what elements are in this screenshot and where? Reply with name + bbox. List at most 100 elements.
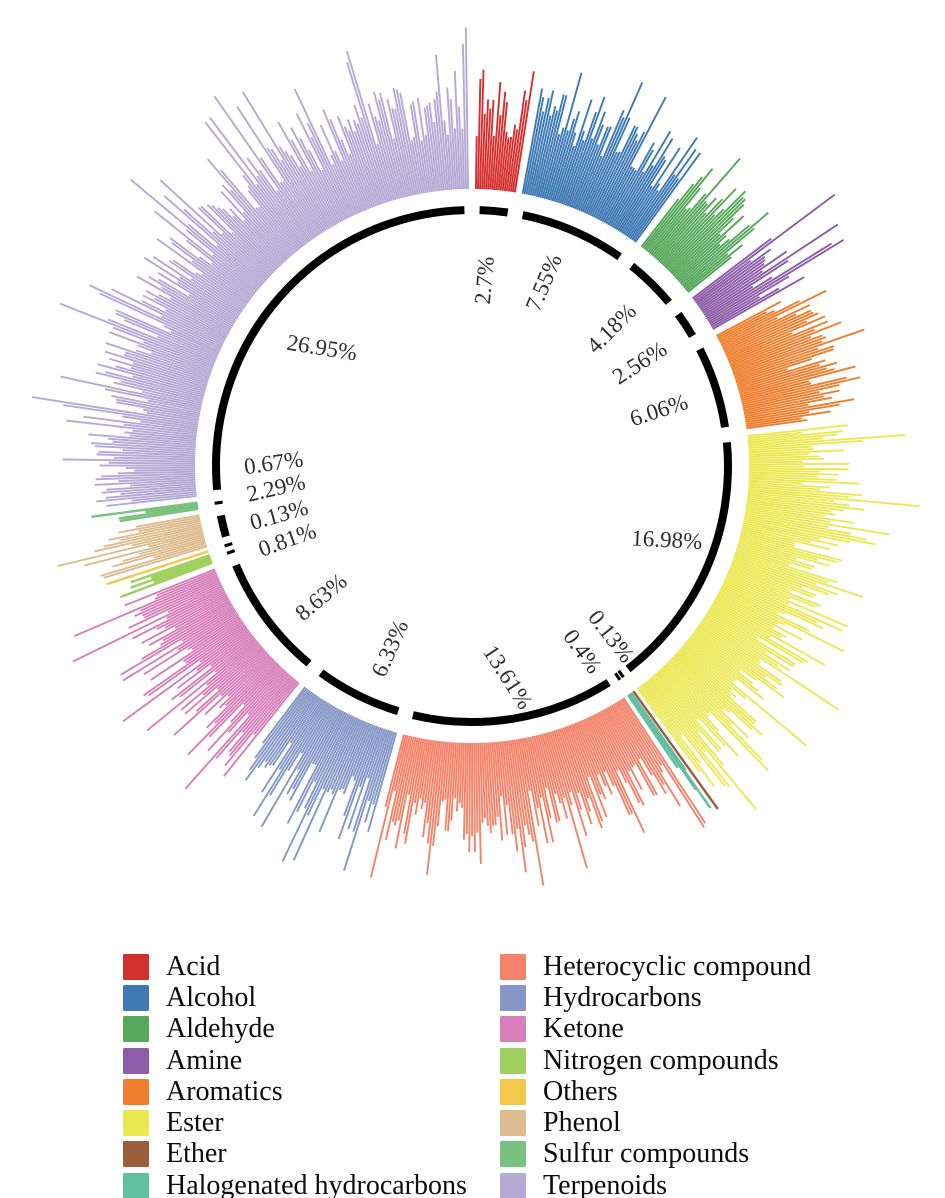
bar	[663, 665, 710, 714]
bar	[612, 130, 672, 229]
bar	[264, 692, 315, 763]
bar	[727, 332, 793, 361]
bar	[184, 646, 264, 715]
bar	[444, 742, 453, 831]
bar	[483, 742, 489, 826]
legend-label: Sulfur compounds	[543, 1138, 750, 1170]
bar	[115, 312, 218, 358]
bar	[343, 126, 376, 207]
bar	[107, 437, 196, 447]
bar	[679, 238, 730, 284]
bar	[745, 509, 891, 536]
bar	[605, 169, 637, 225]
legend-label: Aromatics	[166, 1075, 283, 1107]
legend-label: Acid	[166, 950, 221, 982]
bar	[719, 289, 827, 344]
bar	[711, 603, 771, 638]
bar	[746, 499, 832, 513]
bar	[547, 130, 570, 200]
bar	[681, 212, 769, 287]
bar	[247, 185, 300, 251]
percent-label: 4.18%	[582, 298, 642, 358]
bar	[352, 724, 374, 777]
bar	[654, 673, 722, 751]
bar	[143, 613, 239, 676]
bar	[105, 489, 197, 499]
bar	[228, 676, 294, 753]
bar	[171, 241, 251, 302]
legend: Acid Alcohol Aldehyde Amine Aromatics Ester Et…	[0, 951, 945, 1198]
bar	[664, 663, 769, 772]
bar	[746, 497, 844, 512]
bar	[735, 549, 838, 584]
bar	[223, 681, 300, 777]
bar	[166, 588, 225, 620]
bar	[209, 117, 307, 246]
bar	[607, 142, 655, 226]
bar	[197, 206, 272, 277]
bar	[112, 326, 214, 368]
bar	[730, 562, 817, 597]
bar	[587, 717, 634, 814]
bar	[732, 558, 829, 596]
bar	[114, 456, 196, 461]
bar	[95, 371, 204, 401]
legend-swatch	[500, 1110, 526, 1137]
bar	[493, 742, 504, 841]
bar	[706, 611, 794, 668]
bar	[712, 276, 805, 330]
bar	[622, 147, 681, 235]
bar	[444, 742, 451, 800]
bar	[217, 207, 279, 270]
ring-segment	[629, 262, 672, 305]
bar	[115, 365, 206, 393]
legend-item-nitrogen-compounds: Nitrogen compounds	[500, 1045, 811, 1076]
bar	[331, 720, 365, 795]
bar	[691, 237, 772, 300]
bar	[180, 643, 261, 711]
bar	[599, 710, 643, 791]
bar	[527, 736, 542, 798]
bar	[481, 113, 486, 190]
bar	[701, 270, 763, 313]
bar	[153, 541, 207, 559]
bar	[594, 133, 639, 219]
bar	[583, 718, 615, 787]
bar	[157, 272, 237, 322]
bar-group	[106, 550, 209, 586]
bar	[190, 278, 243, 314]
bar	[122, 628, 250, 723]
bar	[356, 123, 386, 204]
bar	[495, 91, 507, 191]
bar	[646, 680, 706, 753]
bar	[188, 293, 236, 324]
bar	[337, 726, 380, 840]
bar	[566, 725, 604, 822]
bar	[151, 352, 212, 375]
legend-swatch	[500, 1078, 526, 1105]
bar	[292, 707, 339, 790]
bar	[424, 740, 435, 804]
bar	[120, 487, 196, 495]
bar	[660, 198, 724, 265]
bar	[282, 181, 320, 236]
bar	[161, 315, 223, 347]
bar	[100, 472, 196, 478]
bar	[241, 675, 292, 733]
bar	[122, 415, 198, 429]
bar	[280, 159, 327, 232]
bar	[698, 259, 766, 308]
bar	[727, 570, 816, 608]
bar	[523, 97, 545, 195]
bar	[143, 256, 239, 319]
bar	[695, 628, 778, 690]
bar	[745, 507, 831, 524]
bar	[666, 190, 746, 271]
bar	[501, 137, 510, 191]
bar	[675, 652, 755, 725]
bar	[712, 601, 825, 666]
bar	[596, 712, 645, 806]
bar	[236, 106, 322, 235]
bar	[134, 468, 196, 472]
